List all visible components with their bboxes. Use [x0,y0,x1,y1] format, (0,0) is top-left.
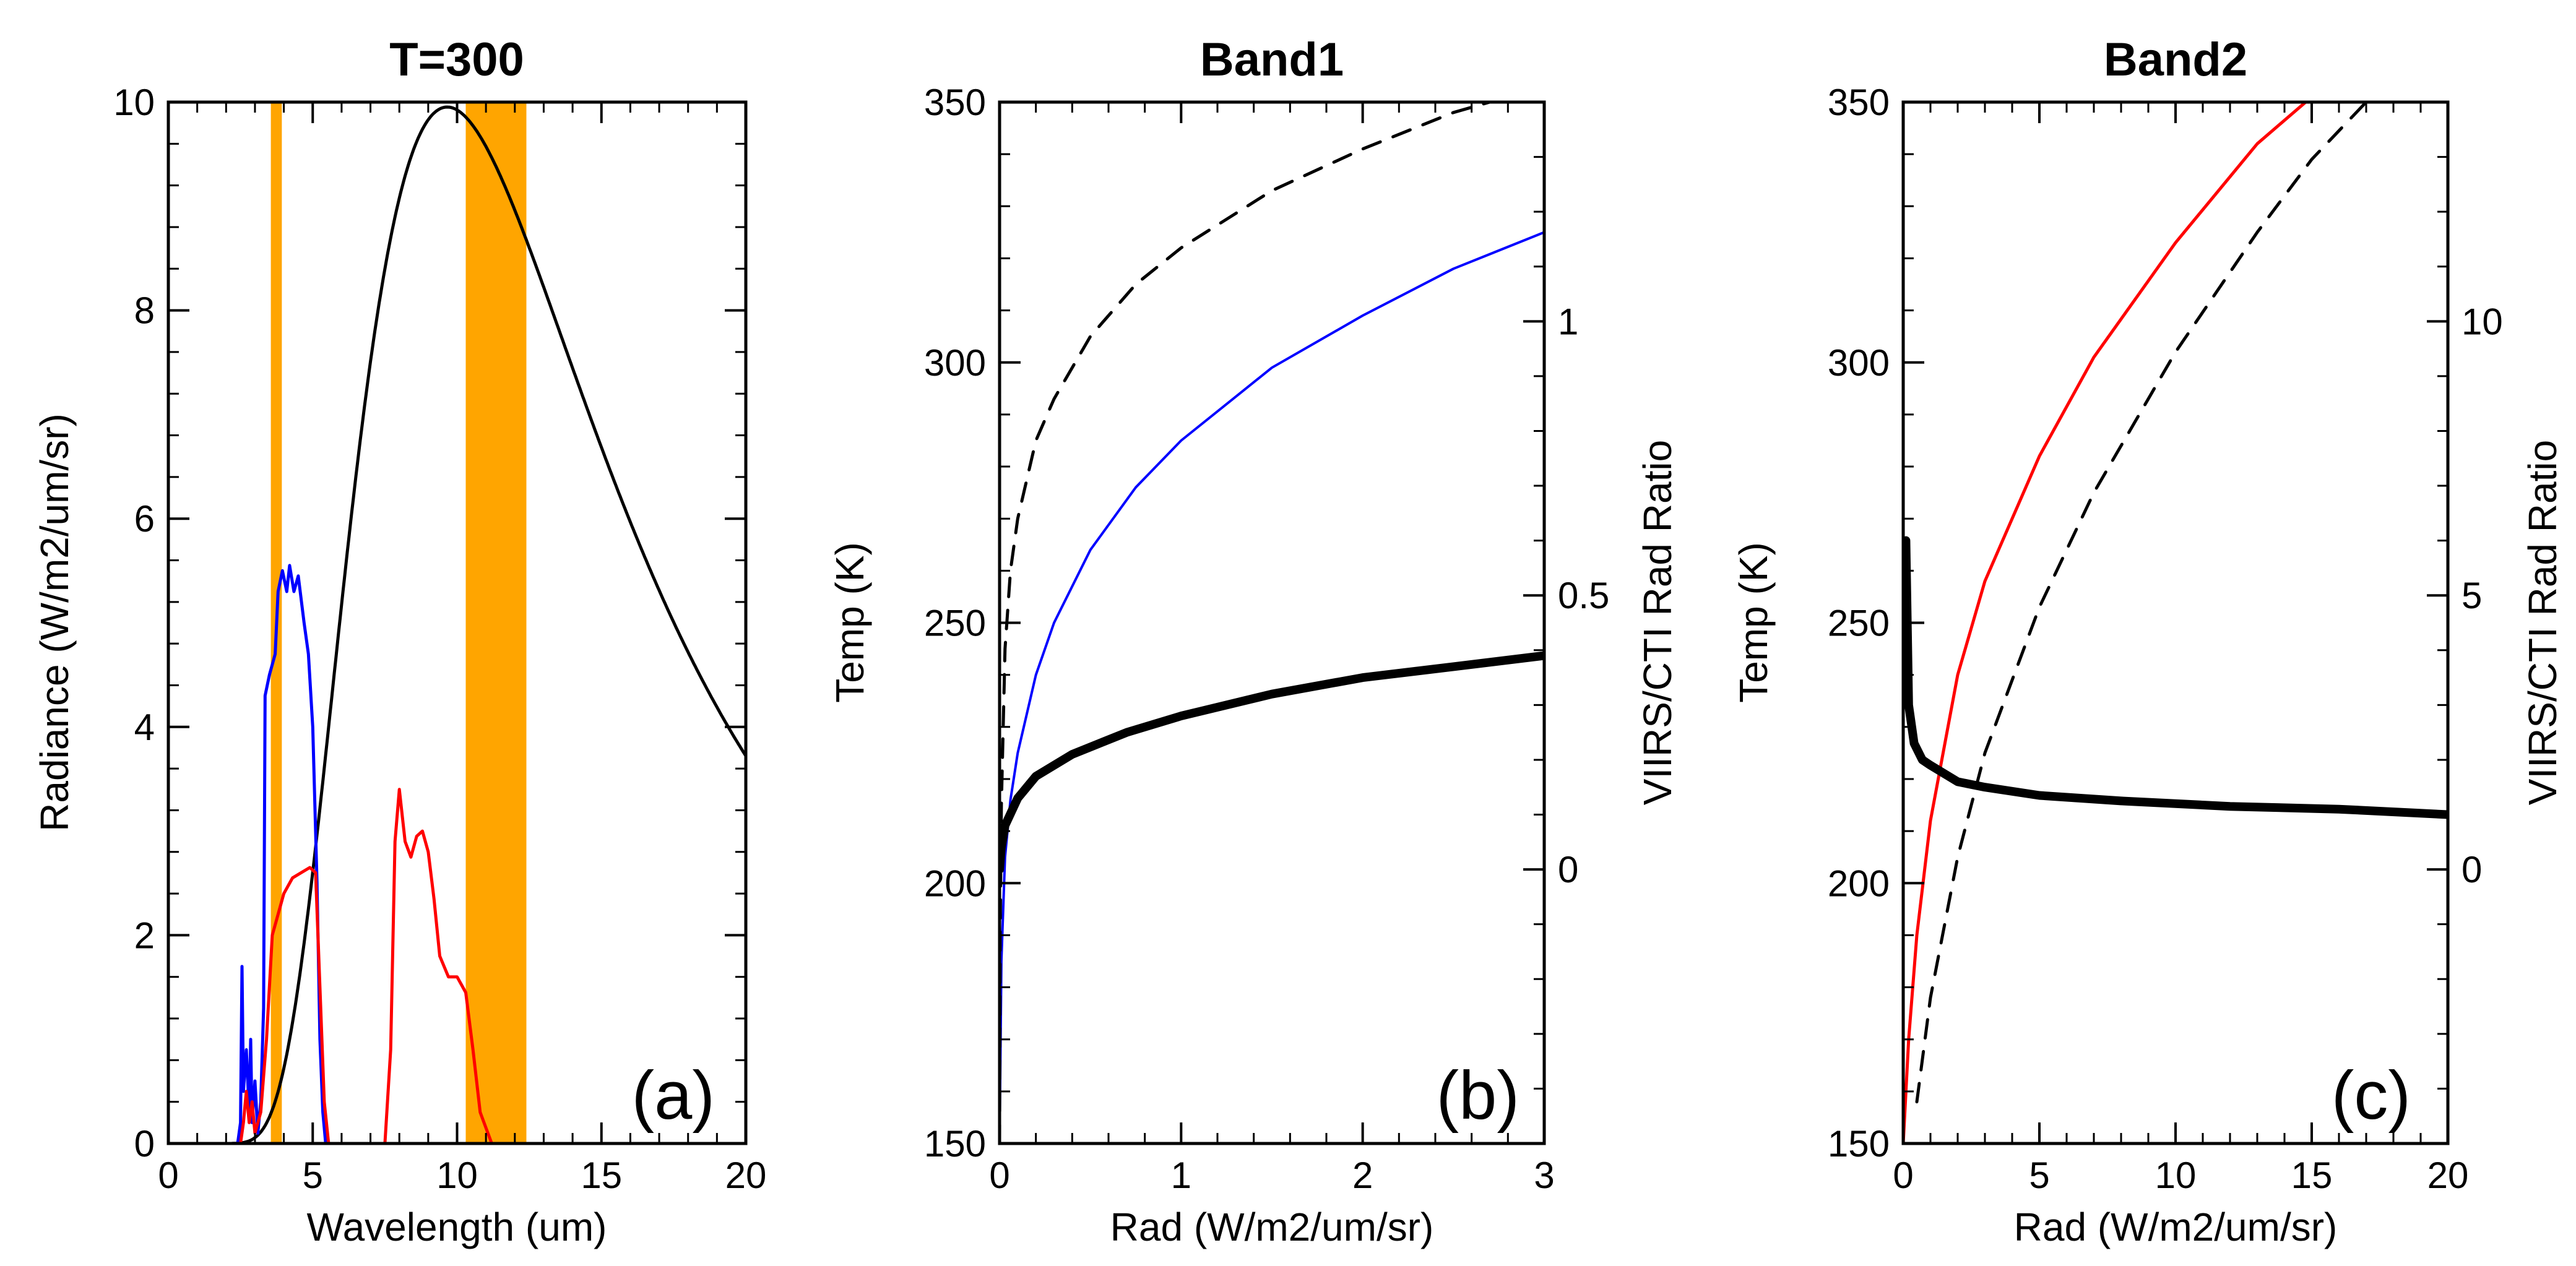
panel-a-x-tick-label: 20 [725,1155,767,1196]
panel-c-x-tick-label: 10 [2155,1155,2197,1196]
panel-c-series-red-temperature-curve [1903,102,2309,1143]
panel-c-y-tick-label: 350 [1828,82,1890,123]
panel-c-y-tick-label: 200 [1828,863,1890,904]
panel-b-y-axis-label: Temp (K) [828,542,872,703]
panel-a-frame [166,100,748,1145]
panel-c: 0 5 10 15 20 150 200 250 300 350 0 5 10 Band2 Rad (W… [1731,33,2565,1249]
panel-b-x-axis-label: Rad (W/m2/um/sr) [1110,1205,1434,1249]
panel-c-y2-axis-label: VIIRS/CTI Rad Ratio [2520,440,2565,805]
panel-c-x-axis-label: Rad (W/m2/um/sr) [2014,1205,2338,1249]
panel-b-y-tick-label: 150 [924,1123,986,1165]
panel-b-x-tick-label: 3 [1534,1155,1554,1196]
panel-b-y-tick-label: 250 [924,603,986,644]
panel-b-y2-tick-label: 1 [1558,301,1578,342]
panel-c-y2-tick-label: 0 [2461,849,2482,890]
panel-b-series-dashed-temperature-curve [1000,102,1492,1143]
panel-c-ticks: 0 5 10 15 20 150 200 250 300 350 0 5 10 [1828,82,2503,1196]
panel-b-x-tick-label: 0 [989,1155,1009,1196]
panel-b-series-group [1000,102,1544,1143]
panel-a-y-tick-label: 2 [134,915,155,956]
panel-c-x-tick-label: 0 [1893,1155,1913,1196]
panel-a-y-tick-label: 8 [134,290,155,332]
panel-a-y-tick-label: 10 [113,82,155,123]
panel-a-series-group [168,102,746,1143]
panel-c-series-rad-ratio [1903,536,2448,819]
panel-a-x-tick-label: 0 [158,1155,178,1196]
panel-a-title: T=300 [389,33,524,86]
panel-b-title: Band1 [1200,33,1344,86]
panel-c-y-tick-label: 300 [1828,342,1890,384]
panel-c-y-axis-label: Temp (K) [1731,542,1776,703]
panel-b-y2-tick-label: 0.5 [1558,575,1609,616]
panel-a-y-tick-label: 4 [134,707,155,748]
panel-c-y-tick-label: 250 [1828,603,1890,644]
panel-b-y2-tick-label: 0 [1558,849,1578,890]
panel-b-y-tick-label: 300 [924,342,986,384]
panel-b-label: (b) [1437,1057,1519,1134]
panel-b-y-tick-label: 200 [924,863,986,904]
panel-a-series-blue-response [168,564,746,1143]
panel-a-y-axis-label: Radiance (W/m2/um/sr) [32,413,77,832]
panel-b-series-blue-temperature-curve [1000,231,1544,1143]
panel-c-series-dashed-temperature-curve [1915,102,2368,1104]
panel-c-y-tick-label: 150 [1828,1123,1890,1165]
panel-a-y-tick-label: 6 [134,498,155,540]
panel-a-plot-area [168,102,746,1143]
panel-b: 0 1 2 3 150 200 250 300 350 0 0.5 1 Band1 Rad (W/m2… [828,33,1680,1249]
panel-b-ticks: 0 1 2 3 150 200 250 300 350 0 0.5 1 [924,82,1610,1196]
panel-a-shaded-band2 [465,102,527,1143]
panel-c-x-tick-label: 20 [2427,1155,2469,1196]
panel-a-label: (a) [632,1057,715,1134]
panel-a-y-tick-label: 0 [134,1123,155,1165]
panel-b-series-rad-ratio [1000,651,1544,874]
panel-b-y-tick-label: 350 [924,82,986,123]
panel-b-x-tick-label: 1 [1171,1155,1191,1196]
panel-a-x-tick-label: 5 [303,1155,323,1196]
panel-c-title: Band2 [2104,33,2247,86]
panel-c-plot-area [1903,102,2448,1143]
panel-b-y2-axis-label: VIIRS/CTI Rad Ratio [1635,440,1680,805]
panel-c-y2-tick-label: 10 [2461,301,2503,342]
panel-a-x-tick-label: 10 [436,1155,478,1196]
panel-c-y2-tick-label: 5 [2461,575,2482,616]
panel-a-series-planck-curve-t-300 [230,105,746,1143]
panel-b-frame [998,100,1546,1145]
panel-b-plot-area [1000,102,1544,1143]
panel-a-ticks: 0 5 10 15 20 0 2 4 6 8 10 [113,82,766,1196]
panel-a-x-tick-label: 15 [581,1155,622,1196]
panel-c-series-group [1903,102,2448,1143]
panel-c-frame [1901,100,2450,1145]
panel-a-x-axis-label: Wavelength (um) [307,1205,607,1249]
panel-c-x-tick-label: 5 [2029,1155,2049,1196]
panel-a: 0 5 10 15 20 0 2 4 6 8 10 T=300 Wavelength (um) Ra… [32,33,766,1249]
panel-b-x-tick-label: 2 [1352,1155,1373,1196]
panel-c-label: (c) [2332,1057,2411,1134]
panel-c-x-tick-label: 15 [2291,1155,2333,1196]
